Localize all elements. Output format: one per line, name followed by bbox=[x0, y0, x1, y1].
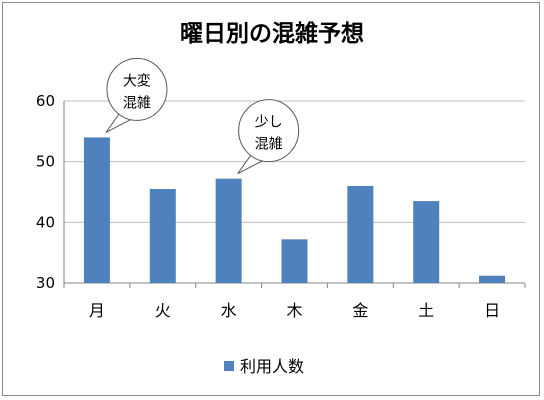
x-category-label: 火 bbox=[155, 301, 171, 320]
legend-label: 利用人数 bbox=[240, 357, 304, 376]
bar-火 bbox=[149, 188, 176, 283]
bar-金 bbox=[347, 185, 374, 283]
callout-text: 混雑 bbox=[255, 137, 283, 153]
callout-text: 少し bbox=[255, 115, 283, 131]
callout-text: 大変 bbox=[123, 72, 151, 89]
x-category-label: 土 bbox=[418, 301, 434, 320]
bar-水 bbox=[215, 178, 242, 283]
bar-月 bbox=[83, 137, 110, 283]
chart-title: 曜日別の混雑予想 bbox=[180, 21, 364, 47]
bar-木 bbox=[281, 239, 308, 283]
y-tick-label: 30 bbox=[36, 274, 55, 292]
x-category-label: 木 bbox=[286, 301, 302, 320]
y-tick-label: 50 bbox=[36, 153, 55, 171]
y-tick-label: 40 bbox=[36, 213, 55, 231]
bar-日 bbox=[479, 275, 506, 283]
x-category-label: 金 bbox=[352, 301, 368, 320]
x-category-label: 月 bbox=[89, 301, 105, 320]
bar-土 bbox=[413, 201, 440, 283]
legend-swatch bbox=[224, 361, 234, 371]
x-category-label: 水 bbox=[221, 301, 237, 320]
callout-text: 混雑 bbox=[123, 95, 151, 111]
x-category-label: 日 bbox=[484, 301, 500, 320]
y-tick-label: 60 bbox=[36, 92, 55, 110]
